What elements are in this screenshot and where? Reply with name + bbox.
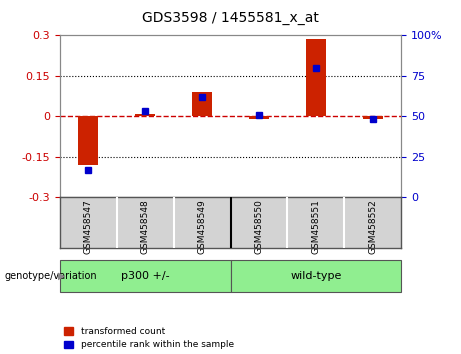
- Bar: [192, 92, 212, 116]
- Bar: [249, 116, 269, 119]
- Bar: [306, 39, 326, 116]
- FancyBboxPatch shape: [230, 260, 401, 292]
- Bar: [78, 116, 98, 165]
- Text: p300 +/-: p300 +/-: [121, 271, 170, 281]
- Text: ▶: ▶: [58, 271, 65, 281]
- Bar: [363, 116, 383, 119]
- Text: GSM458549: GSM458549: [198, 200, 207, 254]
- Bar: [135, 114, 155, 116]
- Text: GDS3598 / 1455581_x_at: GDS3598 / 1455581_x_at: [142, 11, 319, 25]
- Text: GSM458547: GSM458547: [84, 200, 93, 254]
- Text: GSM458548: GSM458548: [141, 200, 150, 254]
- Text: GSM458551: GSM458551: [311, 200, 320, 255]
- Text: GSM458552: GSM458552: [368, 200, 377, 254]
- Legend: transformed count, percentile rank within the sample: transformed count, percentile rank withi…: [65, 327, 234, 349]
- FancyBboxPatch shape: [60, 260, 230, 292]
- Text: wild-type: wild-type: [290, 271, 342, 281]
- Text: GSM458550: GSM458550: [254, 200, 263, 255]
- Text: genotype/variation: genotype/variation: [5, 271, 97, 281]
